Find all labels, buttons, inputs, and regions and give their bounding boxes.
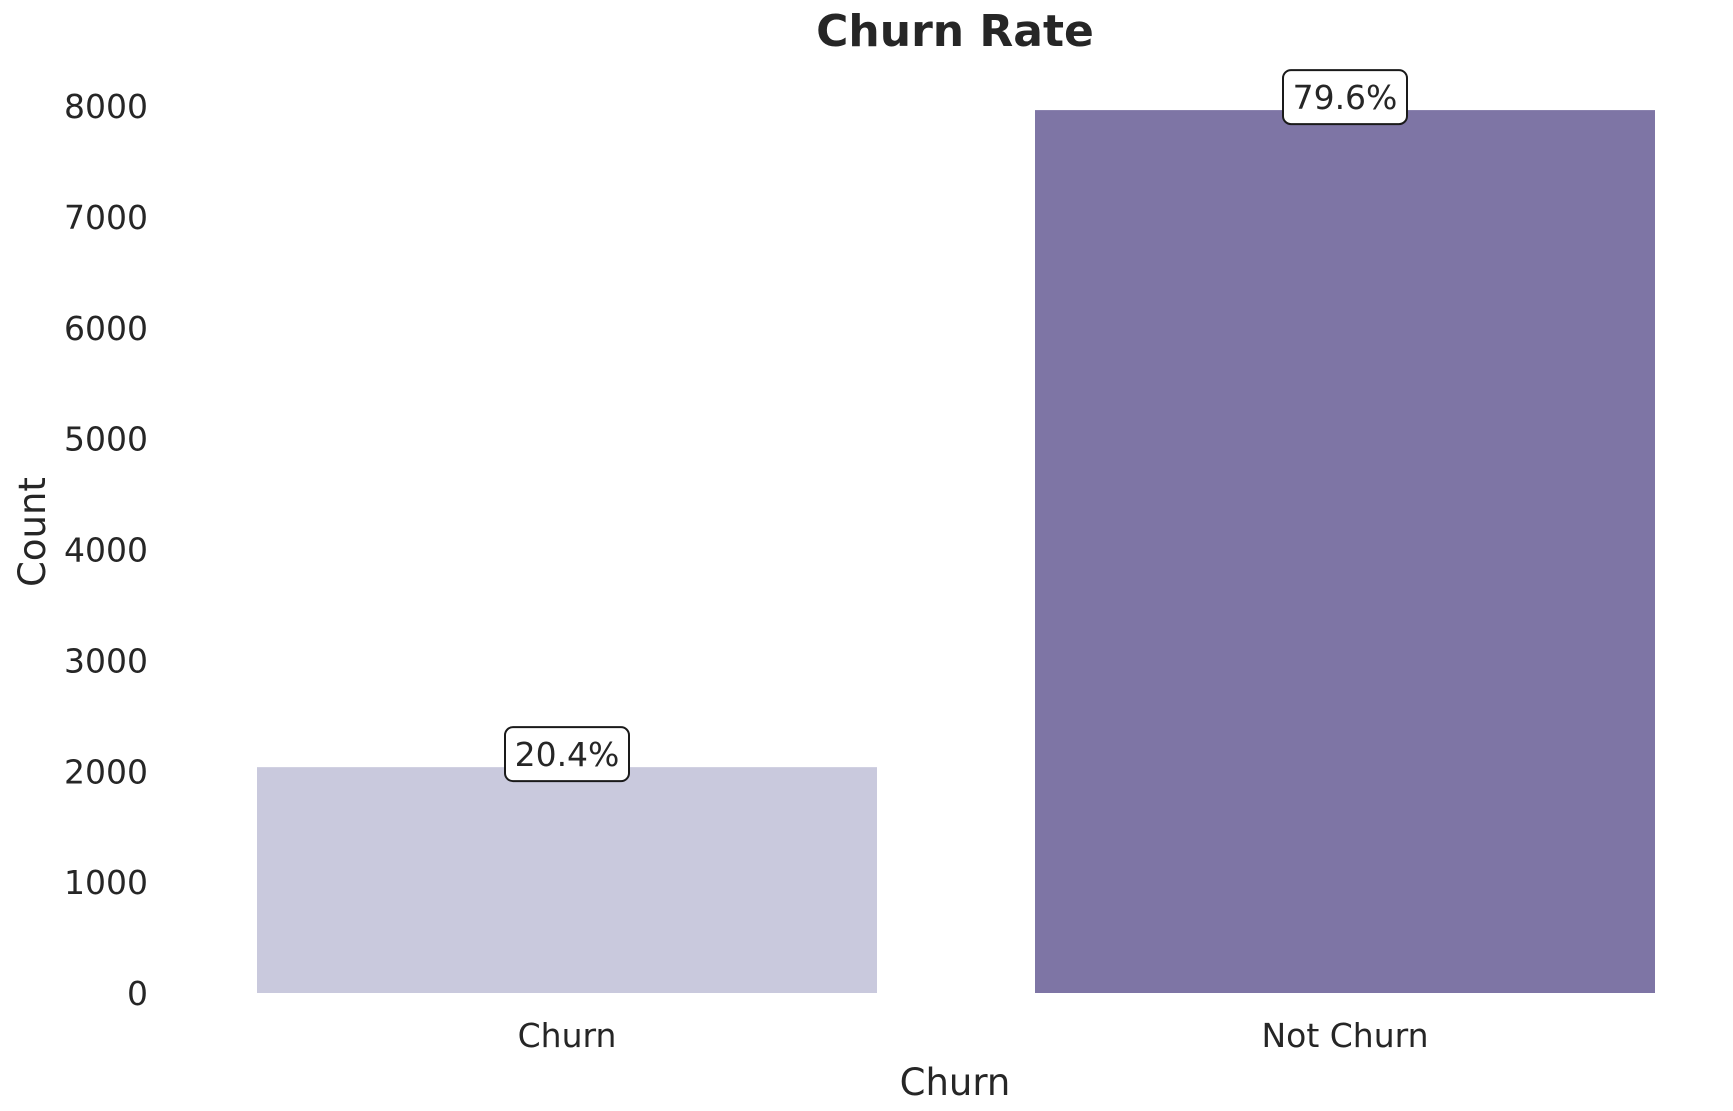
y-tick-label: 5000 xyxy=(64,420,148,459)
y-tick-label: 2000 xyxy=(64,752,148,791)
y-axis-ticks: 0 1000 2000 3000 4000 5000 6000 7000 8000 xyxy=(64,87,148,1013)
y-tick-label: 8000 xyxy=(64,87,148,126)
bars-layer xyxy=(257,110,1655,994)
bar-churn xyxy=(257,767,877,993)
data-labels: 20.4% 79.6% xyxy=(504,69,1408,783)
y-axis-label: Count xyxy=(11,477,54,587)
x-axis-label: Churn xyxy=(900,1061,1011,1104)
data-label-text: 79.6% xyxy=(1293,78,1398,117)
x-tick-label: Churn xyxy=(518,1016,617,1055)
data-label-box xyxy=(504,726,630,783)
data-label-text: 20.4% xyxy=(515,735,620,774)
y-tick-label: 1000 xyxy=(64,863,148,902)
data-label: 79.6% xyxy=(1282,69,1408,126)
chart-title: Churn Rate xyxy=(816,6,1094,57)
bar-not-churn xyxy=(1035,110,1655,994)
data-label: 20.4% xyxy=(504,726,630,783)
x-axis-ticks: Churn Not Churn xyxy=(518,1016,1429,1055)
data-label-box xyxy=(1282,69,1408,126)
y-tick-label: 0 xyxy=(127,974,148,1013)
y-tick-label: 7000 xyxy=(64,198,148,237)
y-tick-label: 4000 xyxy=(64,531,148,570)
x-tick-label: Not Churn xyxy=(1261,1016,1428,1055)
y-tick-label: 6000 xyxy=(64,309,148,348)
y-tick-label: 3000 xyxy=(64,641,148,680)
